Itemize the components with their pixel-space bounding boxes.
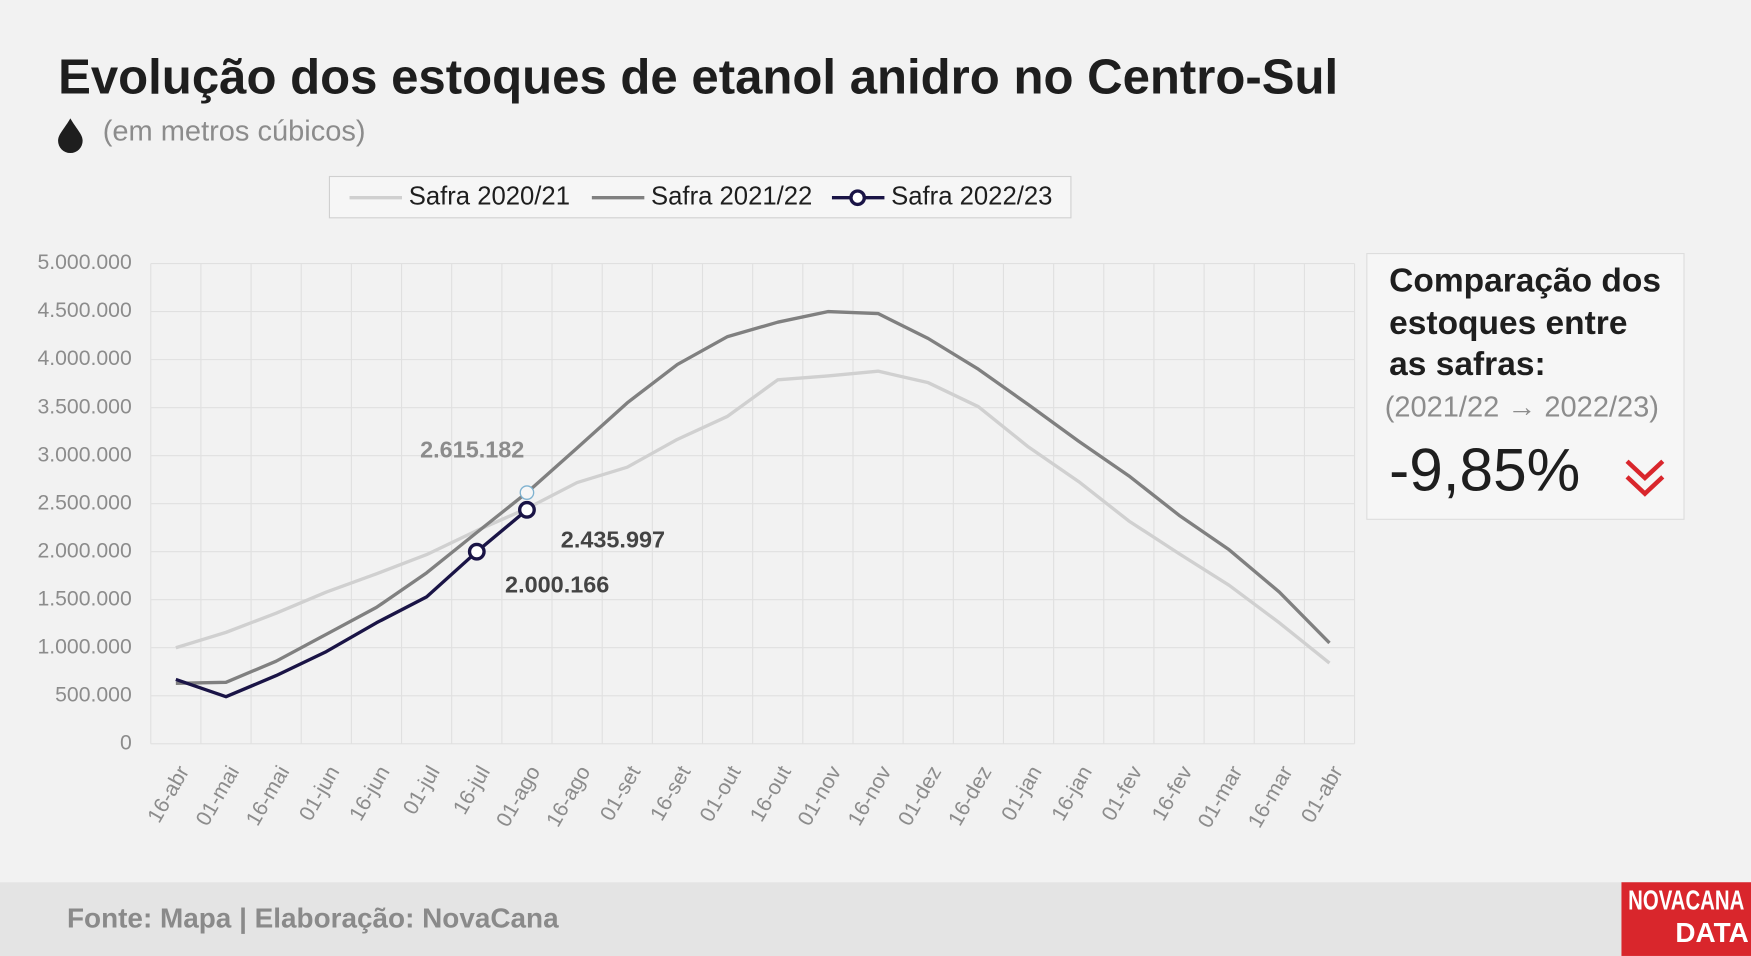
legend-label: Safra 2021/22 [651, 182, 812, 210]
y-tick-label: 500.000 [55, 683, 132, 706]
data-label: 2.435.997 [561, 526, 665, 552]
data-label: 2.000.166 [505, 571, 609, 597]
panel-value: -9,85% [1389, 436, 1580, 504]
series-line [175, 508, 529, 699]
legend-label: Safra 2022/23 [891, 182, 1052, 210]
legend-label: Safra 2020/21 [409, 182, 570, 210]
chart-title: Evolução dos estoques de etanol anidro n… [58, 50, 1338, 104]
y-tick-label: 2.000.000 [37, 539, 131, 562]
footer-band [0, 882, 1751, 956]
down-icon [1625, 459, 1665, 497]
panel-title: as safras: [1389, 346, 1545, 383]
y-tick-label: 1.500.000 [37, 587, 131, 610]
y-tick-label: 4.500.000 [37, 299, 131, 322]
comparison-panel [1366, 252, 1685, 520]
logo-text: DATA [1675, 917, 1748, 948]
point-marker [518, 500, 536, 519]
legend-box [328, 175, 1072, 219]
source: Fonte: Mapa | Elaboração: NovaCana [67, 903, 559, 934]
series-line [175, 309, 1331, 685]
logo-text: NOVACANA [1628, 885, 1744, 916]
point-marker [519, 485, 535, 500]
point-marker [467, 542, 486, 561]
series-line [175, 369, 1331, 665]
drop-icon [58, 118, 83, 154]
legend-marker [849, 189, 867, 207]
y-tick-label: 0 [120, 731, 132, 754]
data-label: 2.615.182 [420, 436, 524, 462]
chart-subtitle: (em metros cúbicos) [103, 116, 366, 148]
panel-title: Comparação dos [1389, 262, 1661, 299]
y-tick-label: 3.000.000 [37, 443, 131, 466]
y-tick-label: 1.000.000 [37, 635, 131, 658]
panel-subtitle: (2021/22 → 2022/23) [1385, 391, 1659, 423]
y-tick-label: 3.500.000 [37, 395, 131, 418]
panel-title: estoques entre [1389, 305, 1627, 342]
y-tick-label: 5.000.000 [37, 251, 131, 274]
y-tick-label: 2.500.000 [37, 491, 131, 514]
y-tick-label: 4.000.000 [37, 347, 131, 370]
logo-box [1621, 882, 1751, 956]
